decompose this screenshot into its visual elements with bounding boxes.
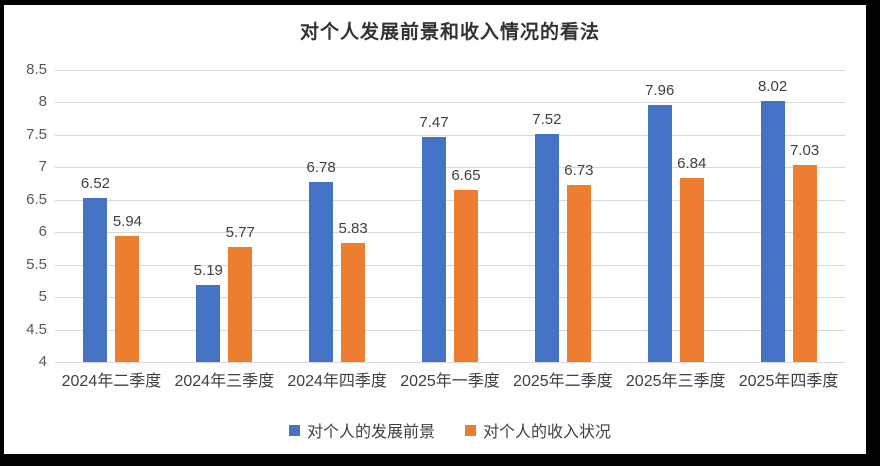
bar [760, 101, 785, 362]
bar-value-label: 5.19 [193, 261, 223, 279]
bar [309, 181, 334, 362]
x-axis-category-label: 2025年一季度 [400, 373, 500, 390]
legend-label: 对个人的发展前景 [306, 424, 435, 441]
bar [679, 177, 704, 362]
y-axis-tick-label: 6.5 [26, 190, 47, 208]
bar [792, 165, 817, 362]
bar-value-label: 5.77 [225, 224, 255, 242]
legend-label: 对个人的收入状况 [483, 424, 612, 441]
gridline [55, 167, 845, 169]
y-axis-tick-label: 8 [38, 93, 47, 111]
gridline [55, 297, 845, 299]
chart-panel: 对个人发展前景和收入情况的看法 6.52 5.94 5.19 5.77 6.78 5.83… [4, 5, 866, 454]
legend: 对个人的发展前景 对个人的收入状况 [55, 418, 845, 442]
bar [228, 247, 253, 362]
chart-title: 对个人发展前景和收入情况的看法 [299, 22, 600, 43]
bar [115, 236, 140, 362]
bar [647, 105, 672, 362]
bar-value-label: 5.83 [338, 220, 368, 238]
gridline [55, 102, 845, 104]
bar-value-label: 7.96 [645, 82, 675, 100]
gridline [55, 362, 845, 363]
x-axis-category-label: 2025年四季度 [738, 373, 839, 390]
y-axis-tick-label: 7 [38, 158, 47, 176]
bar-value-label: 5.94 [112, 213, 143, 231]
bar-value-label: 7.03 [789, 142, 820, 160]
x-axis-category-label: 2024年二季度 [61, 373, 162, 390]
gridline [55, 134, 845, 136]
legend-item: 对个人的发展前景 [288, 418, 435, 442]
y-axis-tick-label: 6 [38, 223, 47, 241]
bar-value-label: 7.47 [419, 113, 449, 131]
bar [454, 190, 478, 362]
legend-item: 对个人的收入状况 [465, 418, 611, 442]
x-axis-category-label: 2024年四季度 [287, 373, 387, 390]
bar [341, 243, 366, 362]
bar-value-label: 6.65 [451, 167, 481, 185]
bar-value-label: 6.78 [306, 158, 336, 176]
y-axis-tick-label: 5 [38, 288, 47, 306]
bar [566, 184, 591, 362]
gridline [55, 329, 845, 331]
legend-swatch-icon [288, 424, 300, 436]
y-axis-tick-label: 8.5 [26, 61, 47, 78]
x-axis-category-label: 2025年二季度 [513, 373, 613, 390]
x-axis-category-label: 2024年三季度 [174, 373, 275, 390]
y-axis-tick-label: 4 [38, 353, 47, 370]
bar [83, 198, 108, 362]
bar-value-label: 6.52 [80, 175, 111, 193]
bar [534, 133, 559, 362]
bar-value-label: 7.52 [532, 110, 562, 128]
y-axis-tick-label: 4.5 [26, 320, 47, 338]
gridline [55, 199, 845, 201]
plot-area: 6.52 5.94 5.19 5.77 6.78 5.83 7.47 6.65 7.52 6.73… [55, 70, 845, 363]
gridline [55, 264, 845, 266]
bar-value-label: 6.73 [564, 161, 594, 179]
y-axis-tick-label: 7.5 [26, 125, 47, 143]
x-axis-category-label: 2025年三季度 [625, 373, 726, 390]
gridline [55, 232, 845, 234]
legend-swatch-icon [465, 424, 476, 436]
bar [422, 136, 446, 362]
y-axis-tick-label: 5.5 [26, 255, 47, 273]
gridline [55, 70, 845, 71]
bar-value-label: 6.84 [677, 154, 707, 172]
bar-value-label: 8.02 [757, 78, 788, 96]
bar [196, 284, 221, 362]
